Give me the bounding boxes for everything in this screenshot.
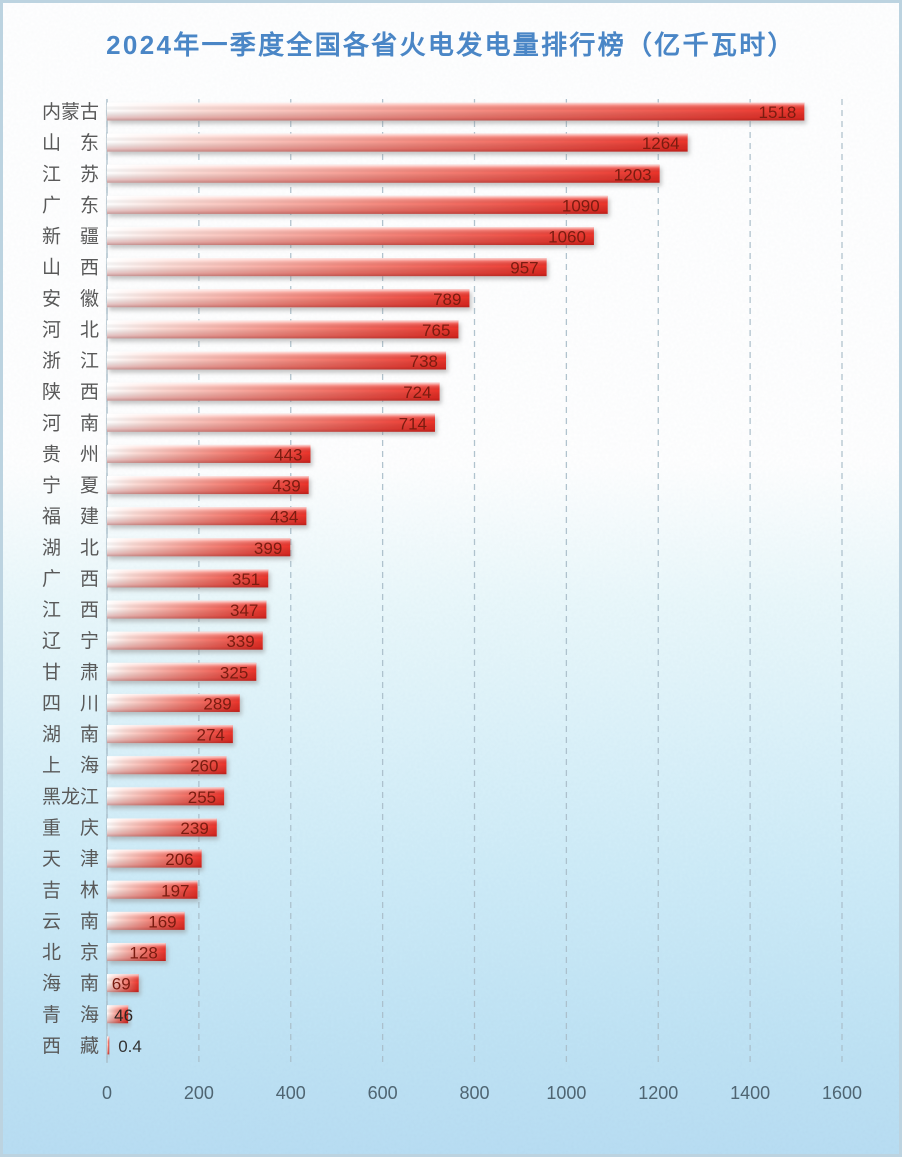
svg-text:738: 738 <box>410 352 438 371</box>
svg-text:128: 128 <box>129 944 157 963</box>
svg-text:200: 200 <box>184 1083 214 1103</box>
svg-text:439: 439 <box>272 477 300 496</box>
svg-text:浙 江: 浙 江 <box>42 350 99 372</box>
svg-text:1400: 1400 <box>730 1083 770 1103</box>
svg-text:1060: 1060 <box>548 228 586 247</box>
svg-text:陕 西: 陕 西 <box>42 381 99 403</box>
svg-text:1200: 1200 <box>638 1083 678 1103</box>
svg-text:1090: 1090 <box>562 196 600 215</box>
svg-text:江 西: 江 西 <box>42 599 99 621</box>
svg-text:0.4: 0.4 <box>118 1037 142 1056</box>
svg-text:山 东: 山 东 <box>42 132 99 154</box>
svg-text:河 南: 河 南 <box>42 412 99 434</box>
svg-text:724: 724 <box>403 383 431 402</box>
svg-text:714: 714 <box>399 414 427 433</box>
svg-text:800: 800 <box>459 1083 489 1103</box>
svg-text:安 徽: 安 徽 <box>42 288 99 310</box>
svg-text:789: 789 <box>433 290 461 309</box>
svg-text:260: 260 <box>190 757 218 776</box>
svg-text:1600: 1600 <box>822 1083 862 1103</box>
svg-text:274: 274 <box>196 726 224 745</box>
svg-text:北 京: 北 京 <box>42 942 99 964</box>
svg-text:69: 69 <box>112 975 131 994</box>
svg-text:351: 351 <box>232 570 260 589</box>
svg-text:325: 325 <box>220 663 248 682</box>
svg-text:内蒙古: 内蒙古 <box>42 101 99 123</box>
svg-text:1518: 1518 <box>759 103 797 122</box>
svg-text:255: 255 <box>188 788 216 807</box>
svg-text:山 西: 山 西 <box>42 257 99 279</box>
svg-text:西 藏: 西 藏 <box>42 1035 99 1057</box>
svg-text:上 海: 上 海 <box>42 755 99 777</box>
svg-text:1203: 1203 <box>614 165 652 184</box>
svg-text:青 海: 青 海 <box>42 1004 99 1026</box>
svg-text:399: 399 <box>254 539 282 558</box>
svg-text:289: 289 <box>203 694 231 713</box>
svg-text:1000: 1000 <box>546 1083 586 1103</box>
svg-text:169: 169 <box>148 912 176 931</box>
svg-text:贵 州: 贵 州 <box>42 443 99 465</box>
svg-text:0: 0 <box>102 1083 112 1103</box>
svg-text:湖 北: 湖 北 <box>42 537 99 559</box>
svg-text:206: 206 <box>165 850 193 869</box>
svg-text:天 津: 天 津 <box>42 848 99 870</box>
svg-text:46: 46 <box>114 1006 133 1025</box>
svg-text:600: 600 <box>368 1083 398 1103</box>
svg-text:重 庆: 重 庆 <box>42 817 99 839</box>
svg-text:甘 肃: 甘 肃 <box>42 661 99 683</box>
svg-text:239: 239 <box>180 819 208 838</box>
svg-text:福 建: 福 建 <box>42 506 99 528</box>
svg-text:黑龙江: 黑龙江 <box>42 786 99 808</box>
svg-text:广 西: 广 西 <box>42 568 99 590</box>
svg-text:400: 400 <box>276 1083 306 1103</box>
svg-text:339: 339 <box>226 632 254 651</box>
svg-text:辽 宁: 辽 宁 <box>42 630 99 652</box>
svg-text:宁 夏: 宁 夏 <box>42 475 99 497</box>
svg-text:吉 林: 吉 林 <box>42 879 99 901</box>
svg-text:新 疆: 新 疆 <box>42 226 99 248</box>
svg-text:347: 347 <box>230 601 258 620</box>
svg-text:434: 434 <box>270 508 298 527</box>
svg-text:765: 765 <box>422 321 450 340</box>
svg-text:湖 南: 湖 南 <box>42 724 99 746</box>
svg-text:957: 957 <box>510 259 538 278</box>
svg-text:广 东: 广 东 <box>42 194 99 216</box>
svg-text:1264: 1264 <box>642 134 680 153</box>
svg-text:河 北: 河 北 <box>42 319 99 341</box>
svg-text:海 南: 海 南 <box>42 973 99 995</box>
svg-text:云 南: 云 南 <box>42 910 99 932</box>
svg-text:197: 197 <box>161 881 189 900</box>
svg-text:江 苏: 江 苏 <box>42 163 99 185</box>
svg-text:四 川: 四 川 <box>42 693 99 714</box>
svg-text:443: 443 <box>274 445 302 464</box>
